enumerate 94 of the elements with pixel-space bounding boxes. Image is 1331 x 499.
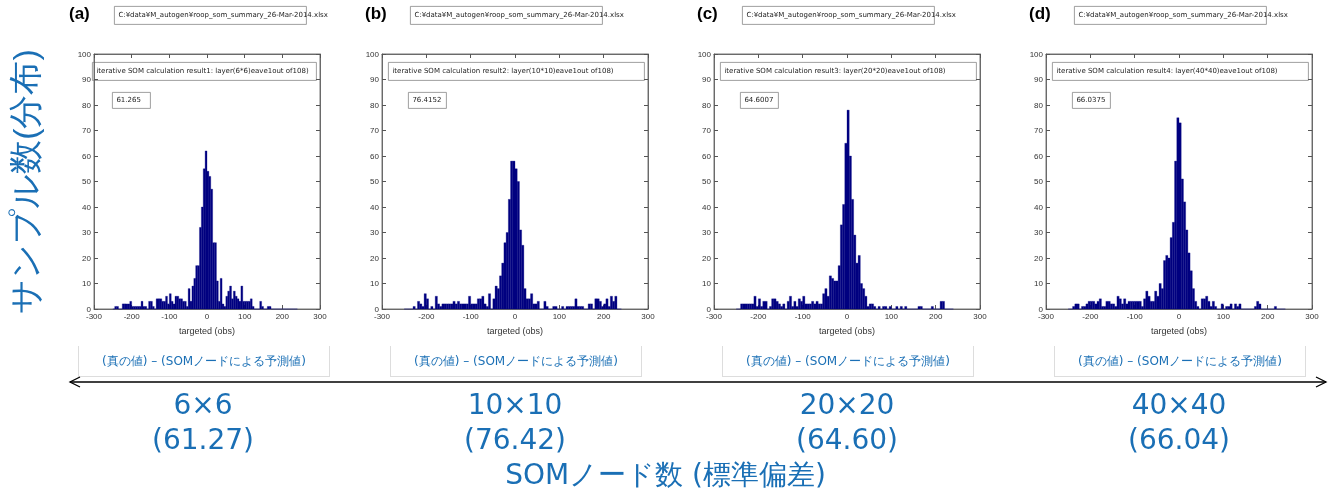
y-tick-label: 0 [706,304,712,314]
x-tick-label: 300 [641,311,656,321]
text: (真の値) – (SOMノードによる予測値) [390,346,642,377]
y-tick-label: 10 [370,279,380,288]
y-tick-label: 30 [1034,228,1044,237]
x-tick-label: -300 [373,311,391,321]
x-tick-label: 0 [204,311,210,321]
y-tick-label: 70 [1034,126,1044,135]
y-tick-label: 90 [1034,75,1044,84]
text: (61.27) [151,423,255,457]
y-tick-label: 100 [1029,49,1044,59]
y-tick-label: 40 [1034,202,1044,212]
y-tick-label: 90 [702,75,712,84]
y-tick-label: 10 [1034,279,1044,288]
y-tick-label: 50 [1034,177,1044,186]
y-tick-label: 50 [370,177,380,186]
x-tick-label: -300 [85,311,103,321]
x-tick-label: 200 [1260,311,1275,321]
x-tick-label: 100 [884,311,899,321]
text: (真の値) – (SOMノードによる予測値) [1054,346,1306,377]
y-axis-title: サンプル数(分布) [6,49,44,314]
y-tick-label: 50 [702,177,712,186]
y-tick-label: 80 [370,100,380,110]
y-tick-label: 0 [86,304,92,314]
x-tick-label: 100 [1216,311,1231,321]
y-tick-label: 100 [77,49,92,59]
x-tick-label: -100 [161,311,178,321]
y-tick-label: 80 [702,100,712,110]
x-tick-label: 200 [275,311,290,321]
y-tick-label: 100 [697,49,712,59]
x-axis-title: targeted (obs) [486,325,544,336]
y-tick-label: 90 [82,75,92,84]
x-axis-title: targeted (obs) [818,325,876,336]
text: 40×40 [1130,388,1228,422]
x-tick-label: -200 [123,311,141,321]
text: (真の値) – (SOMノードによる予測値) [78,346,330,377]
x-tick-label: -200 [750,311,767,321]
y-tick-label: 30 [702,228,712,237]
y-tick-label: 0 [1038,304,1044,314]
text: (真の値) – (SOMノードによる予測値) [722,346,974,377]
y-tick-label: 80 [82,100,92,110]
x-axis-title: targeted (obs) [178,325,236,336]
chart-title: (d) [1029,4,1051,23]
x-tick-label: -100 [462,311,480,321]
chart-title: (b) [365,4,387,23]
y-tick-label: 20 [82,253,92,263]
y-tick-label: 40 [82,202,92,212]
chart-title: (c) [697,4,718,23]
text: (76.42) [463,423,567,457]
x-tick-label: -300 [705,311,723,321]
y-tick-label: 10 [82,279,92,288]
y-tick-label: 40 [370,202,380,212]
x-tick-label: -200 [418,311,435,321]
y-tick-label: 70 [702,126,712,135]
text: (66.04) [1127,423,1231,457]
x-axis-title: targeted (obs) [1150,325,1208,336]
x-tick-label: -100 [794,311,812,321]
text: 6×6 [172,388,234,422]
x-tick-label: 0 [844,311,850,321]
y-tick-label: 20 [370,253,380,263]
chart-title: (a) [69,4,90,23]
x-tick-label: -300 [1037,311,1055,321]
y-tick-label: 20 [702,253,712,263]
x-tick-label: 0 [1176,311,1182,321]
x-tick-label: 300 [313,311,328,321]
x-tick-label: 100 [552,311,567,321]
text: SOMノード数 (標準偏差) [504,458,827,492]
y-tick-label: 60 [702,151,712,161]
x-tick-label: -200 [1082,311,1099,321]
y-tick-label: 90 [370,75,380,84]
y-tick-label: 50 [82,177,92,186]
y-tick-label: 30 [82,228,92,237]
y-tick-label: 60 [370,151,380,161]
y-tick-label: 100 [365,49,380,59]
x-tick-label: 300 [973,311,988,321]
y-tick-label: 0 [374,304,380,314]
y-tick-label: 70 [82,126,92,135]
x-tick-label: 100 [237,311,252,321]
x-tick-label: 0 [512,311,518,321]
y-tick-label: 80 [1034,100,1044,110]
y-tick-label: 30 [370,228,380,237]
y-tick-label: 60 [82,151,92,161]
text: 20×20 [798,388,896,422]
y-tick-label: 10 [702,279,712,288]
x-tick-label: 200 [596,311,611,321]
text: 10×10 [466,388,564,422]
y-tick-label: 60 [1034,151,1044,161]
x-tick-label: 300 [1305,311,1320,321]
x-tick-label: 200 [928,311,943,321]
y-tick-label: 20 [1034,253,1044,263]
text: (64.60) [795,423,899,457]
y-tick-label: 40 [702,202,712,212]
x-tick-label: -100 [1126,311,1144,321]
y-tick-label: 70 [370,126,380,135]
